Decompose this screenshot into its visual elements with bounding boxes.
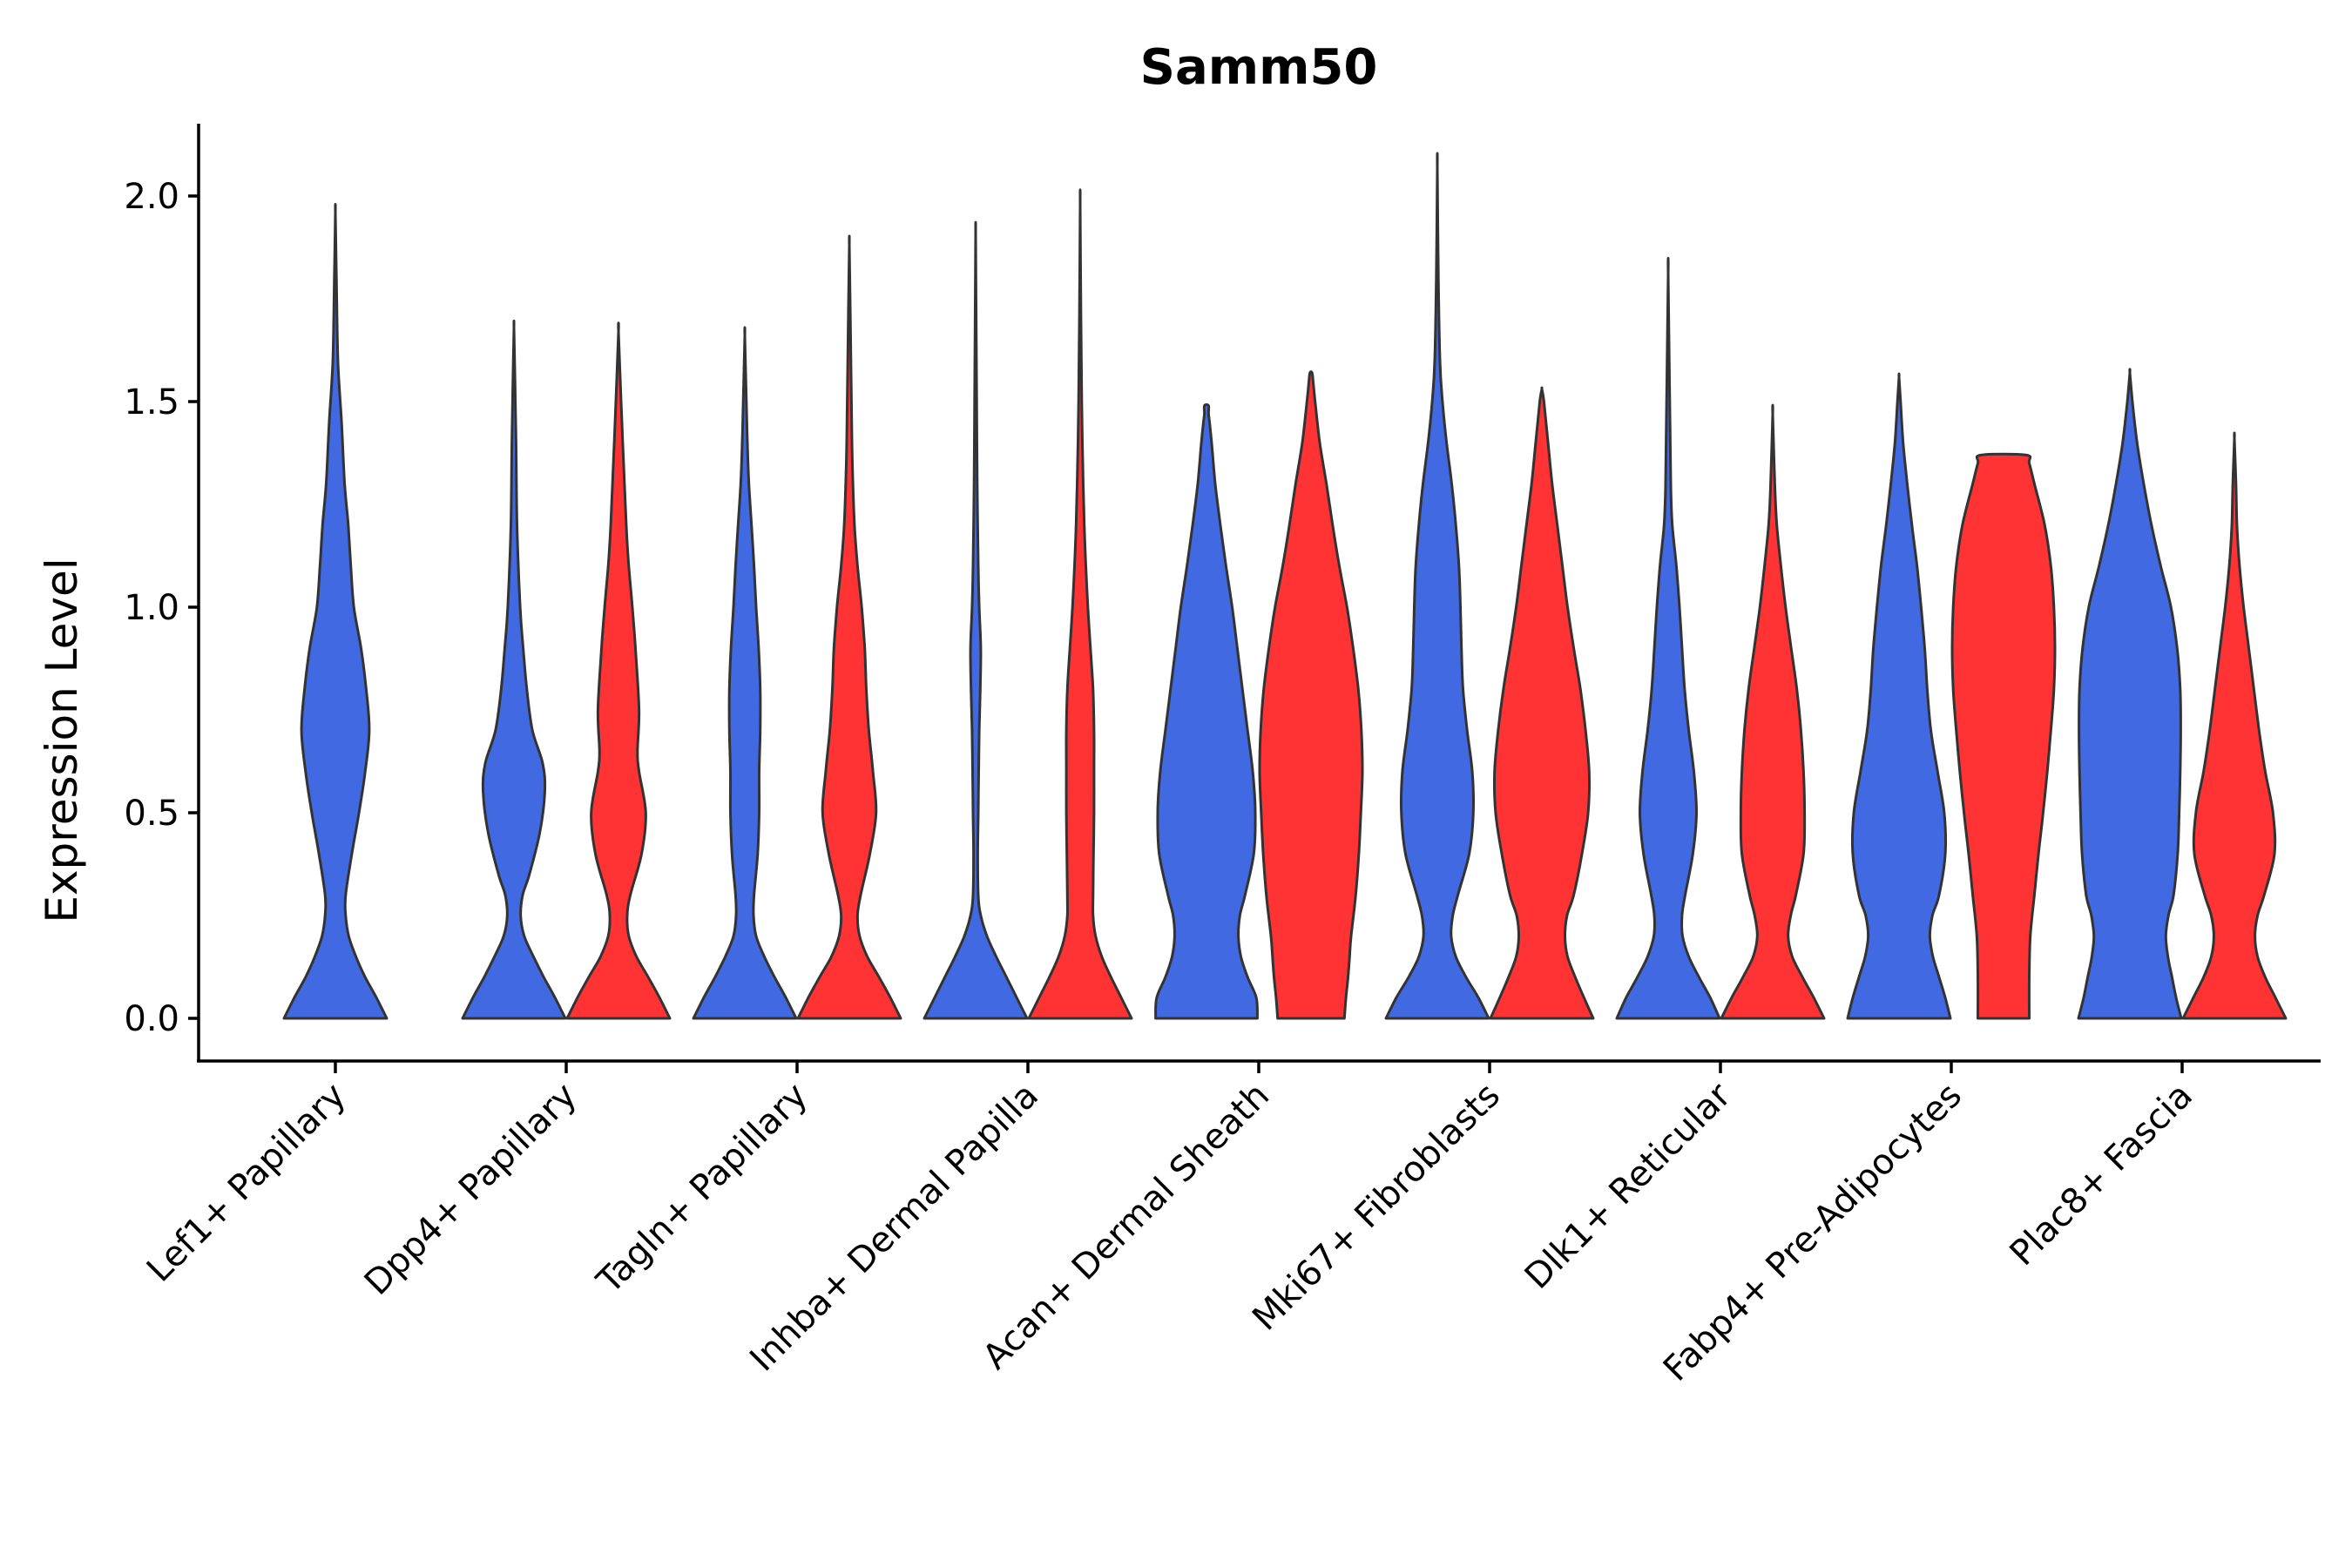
violin-red (2181, 431, 2288, 1020)
x-tick-label: Plac8+ Fascia (2003, 1076, 2201, 1274)
x-tick-label: Tagln+ Papillary (589, 1076, 815, 1302)
y-tick-label: 0.5 (124, 794, 179, 834)
x-axis-ticks: Lef1+ Papillary Dpp4+ Papillary Tagln+ Pap… (139, 1061, 2200, 1389)
violin-red (796, 234, 902, 1020)
violin-blue (2077, 368, 2183, 1020)
violin-red (1950, 452, 2057, 1020)
violin-blue (692, 326, 798, 1020)
y-tick-label: 2.0 (124, 177, 179, 217)
violin-blue (923, 220, 1029, 1020)
violin-blue (1154, 403, 1259, 1020)
x-tick-label: Dpp4+ Papillary (357, 1076, 585, 1303)
violin-red (1027, 188, 1133, 1020)
violin-red (1258, 370, 1364, 1020)
violin-blue (1384, 152, 1490, 1020)
violin-red (1489, 386, 1595, 1020)
violin-blue (1846, 372, 1952, 1020)
violin-red (1720, 403, 1826, 1020)
violin-blue (461, 319, 567, 1020)
violins-layer (282, 152, 2288, 1020)
y-axis-label: Expression Level (37, 558, 87, 923)
x-tick-label: Dlk1+ Reticular (1517, 1075, 1740, 1297)
chart-title: Samm50 (1140, 39, 1378, 96)
y-tick-label: 1.5 (124, 382, 179, 422)
x-tick-label: Lef1+ Papillary (139, 1076, 354, 1290)
y-tick-label: 0.0 (124, 999, 179, 1039)
violin-red (565, 321, 672, 1020)
violin-blue (282, 202, 389, 1020)
violin-blue (1615, 256, 1721, 1020)
y-tick-label: 1.0 (124, 588, 179, 628)
x-tick-label: Mki67+ Fibroblasts (1245, 1076, 1508, 1339)
y-axis-ticks: 0.0 0.5 1.0 1.5 2.0 (124, 177, 199, 1039)
